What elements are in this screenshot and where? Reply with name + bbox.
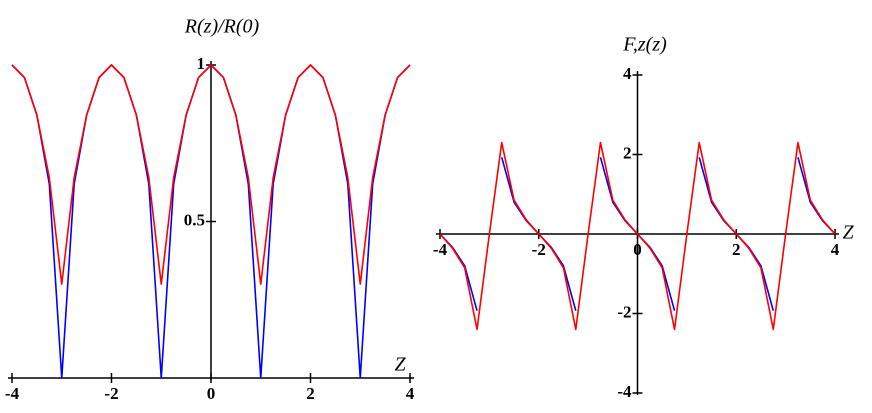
x-tick-label: 0 (207, 384, 216, 403)
x-tick-label: -2 (532, 240, 546, 259)
x-tick-label: 4 (406, 384, 415, 403)
x-tick-label: -2 (104, 384, 118, 403)
chart-title: R(z)/R(0) (184, 16, 260, 38)
x-tick-label: 2 (306, 384, 315, 403)
x-axis-label: Z (842, 222, 854, 244)
x-tick-label: -4 (5, 384, 20, 403)
y-tick-label: -2 (617, 302, 631, 321)
y-tick-label: -4 (617, 382, 632, 401)
chart-title: F,z(z) (622, 34, 667, 56)
y-tick-label: 2 (623, 143, 632, 162)
x-tick-label: 0 (633, 240, 642, 259)
x-axis-label: Z (394, 354, 406, 376)
y-tick-label: 1 (197, 54, 206, 73)
series-line (439, 141, 836, 331)
x-tick-label: -4 (433, 240, 448, 259)
x-tick-label: 2 (732, 240, 741, 259)
y-tick-label: 0.5 (184, 210, 205, 229)
series-line (11, 64, 411, 285)
y-tick-label: 4 (623, 64, 632, 83)
x-tick-label: 4 (831, 240, 840, 259)
